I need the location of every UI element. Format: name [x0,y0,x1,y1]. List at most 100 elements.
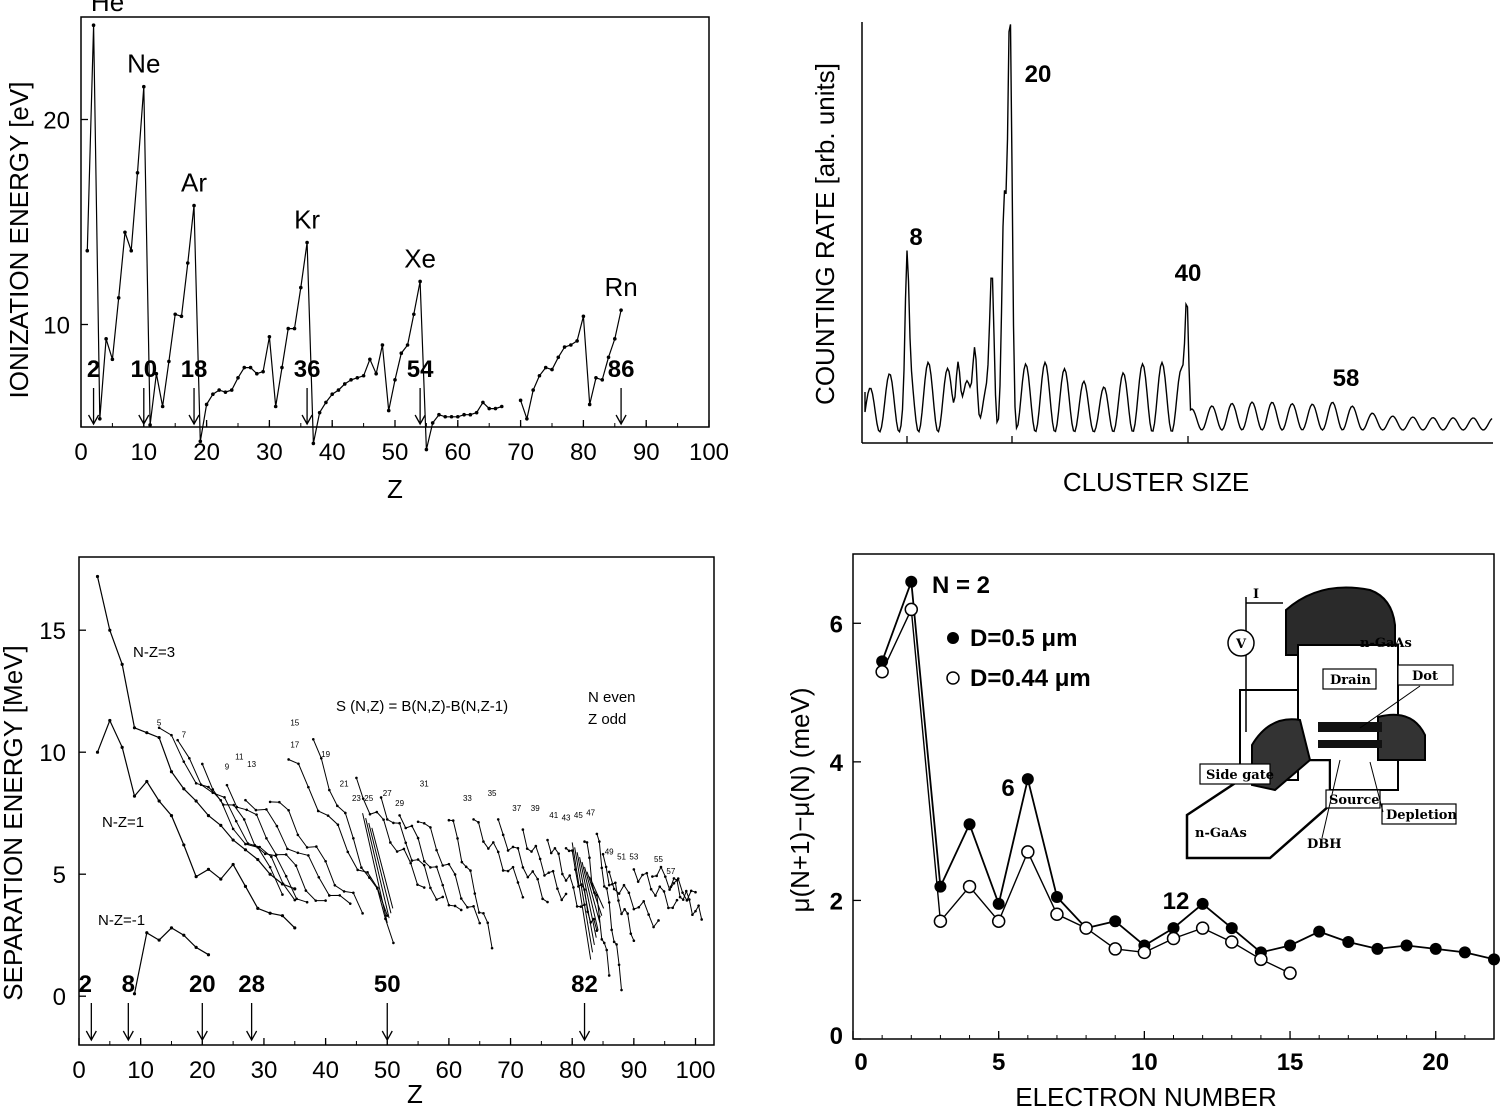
data-point [481,400,485,405]
inset-top-gate [1285,586,1396,656]
data-point [243,848,248,852]
data-point [120,745,124,749]
x-tick-label: 40 [319,439,346,466]
y-tick-label: 6 [830,611,843,638]
data-point [286,326,291,331]
marker-filled [1458,946,1471,959]
data-point [231,838,235,842]
curve-label: 11 [235,753,244,762]
marker-filled [1196,897,1209,910]
data-point [416,820,420,824]
data-point [324,400,328,405]
data-point [393,378,397,382]
data-point [499,404,504,409]
data-point [85,248,90,253]
data-point [261,369,265,374]
data-point [293,926,297,930]
x-axis-label: ELECTRON NUMBER [1015,1082,1276,1111]
data-point [562,345,567,349]
crossing-line [365,817,390,919]
inset-pointer [1359,685,1421,729]
magic-arrow-head [196,1030,208,1042]
data-point [194,875,198,879]
separation-curve [270,801,364,914]
magic-arrow-head [578,1030,591,1042]
y-axis-label: μ(N+1)−μ(N) (meV) [785,688,815,913]
data-point [198,439,203,444]
separation-curve [602,854,635,941]
ionization-series-line [520,309,622,422]
data-point [543,365,548,370]
separation-curve [584,841,610,976]
crossing-line [581,861,599,931]
marker-open [904,602,919,617]
data-point [575,339,579,343]
x-tick-label: 90 [621,1057,648,1084]
element-label-ar: Ar [181,168,207,198]
separation-curve [633,869,678,909]
element-label-kr: Kr [294,205,320,235]
data-point [380,343,385,347]
curve-label: 7 [182,731,187,740]
marker-filled [1313,925,1326,938]
curve-label: 9 [225,762,230,771]
marker-filled [1284,939,1297,952]
marker-filled [992,897,1005,910]
plot-frame [78,556,715,1046]
data-point [182,933,186,937]
separation-curve [245,799,351,905]
cluster-spectrum-line [864,24,1493,434]
marker-open [1079,921,1093,935]
data-point [594,376,598,380]
data-point [437,412,441,417]
crossing-line [589,876,605,909]
data-point [211,392,215,397]
y-axis-label: COUNTING RATE [arb. units] [810,63,840,405]
note-z-odd: Z odd [588,711,626,728]
inset-voltmeter [1227,629,1255,657]
data-point [219,823,223,828]
element-label-ne: Ne [127,49,160,79]
y-tick-label: 2 [830,888,843,915]
data-point [95,750,100,754]
crossing-line [571,842,592,960]
legend-marker-filled [947,632,959,644]
data-point [129,248,134,253]
y-tick-label: 4 [830,750,844,777]
data-point [116,296,121,300]
data-point [142,84,146,89]
data-point [374,371,378,376]
marker-open [962,879,977,894]
marker-open [1137,945,1152,960]
curve-label: 41 [549,811,558,820]
marker-open [1195,921,1210,935]
data-point [169,770,174,774]
curve-label: 35 [488,789,497,798]
curve-label: 49 [605,848,614,857]
magic-number-label: 8 [122,971,135,998]
separation-curve [522,829,567,901]
element-label-rn: Rn [604,272,637,302]
magic-arrow-head [414,414,426,426]
data-point [256,906,260,910]
x-tick-label: 80 [559,1057,586,1084]
crossing-line [576,852,595,946]
x-tick-label: 90 [633,439,660,466]
curve-label: 25 [364,794,373,803]
data-point [95,574,100,579]
formula-text: S (N,Z) = B(N,Z)-B(N,Z-1) [336,698,508,715]
inset-label-source: Source [1329,793,1380,808]
x-tick-label: 40 [312,1057,339,1084]
x-tick-label: 100 [675,1057,715,1084]
inset-label-dbh: DBH [1307,837,1342,852]
separation-curve [417,821,481,924]
magic-number-label: 36 [294,356,321,383]
data-point [135,171,140,175]
data-point [418,279,422,284]
marker-filled [1342,936,1355,948]
curve-label: 17 [290,740,299,749]
data-point [361,373,366,378]
data-point [206,814,211,818]
data-point [145,931,149,935]
